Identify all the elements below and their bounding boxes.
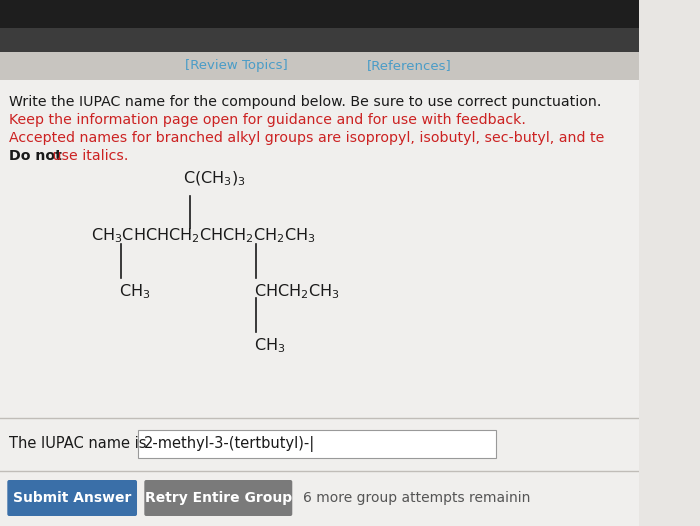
FancyBboxPatch shape: [0, 28, 639, 52]
Text: Write the IUPAC name for the compound below. Be sure to use correct punctuation.: Write the IUPAC name for the compound be…: [9, 95, 601, 109]
Text: CH$_3$: CH$_3$: [119, 282, 150, 301]
Text: [References]: [References]: [367, 59, 452, 73]
Text: Keep the information page open for guidance and for use with feedback.: Keep the information page open for guida…: [9, 113, 526, 127]
Text: CHCH$_2$CH$_3$: CHCH$_2$CH$_3$: [254, 282, 340, 301]
Text: Do not: Do not: [9, 149, 62, 163]
Text: Submit Answer: Submit Answer: [13, 491, 132, 505]
FancyBboxPatch shape: [144, 480, 293, 516]
Text: 2-methyl-3-(tertbutyl)-|: 2-methyl-3-(tertbutyl)-|: [144, 436, 316, 452]
Text: use italics.: use italics.: [48, 149, 129, 163]
FancyBboxPatch shape: [0, 52, 639, 526]
Text: C(CH$_3$)$_3$: C(CH$_3$)$_3$: [183, 169, 246, 188]
Text: Accepted names for branched alkyl groups are isopropyl, isobutyl, sec-butyl, and: Accepted names for branched alkyl groups…: [9, 131, 605, 145]
Text: The IUPAC name is: The IUPAC name is: [9, 437, 146, 451]
Text: [Review Topics]: [Review Topics]: [186, 59, 288, 73]
Text: Retry Entire Group: Retry Entire Group: [145, 491, 292, 505]
Text: 6 more group attempts remainin: 6 more group attempts remainin: [303, 491, 531, 505]
Text: CH$_3$: CH$_3$: [254, 336, 286, 355]
FancyBboxPatch shape: [138, 430, 496, 458]
FancyBboxPatch shape: [7, 480, 137, 516]
FancyBboxPatch shape: [0, 52, 639, 80]
Text: CH$_3$CHCHCH$_2$CHCH$_2$CH$_2$CH$_3$: CH$_3$CHCHCH$_2$CHCH$_2$CH$_2$CH$_3$: [91, 227, 316, 245]
FancyBboxPatch shape: [0, 0, 639, 28]
